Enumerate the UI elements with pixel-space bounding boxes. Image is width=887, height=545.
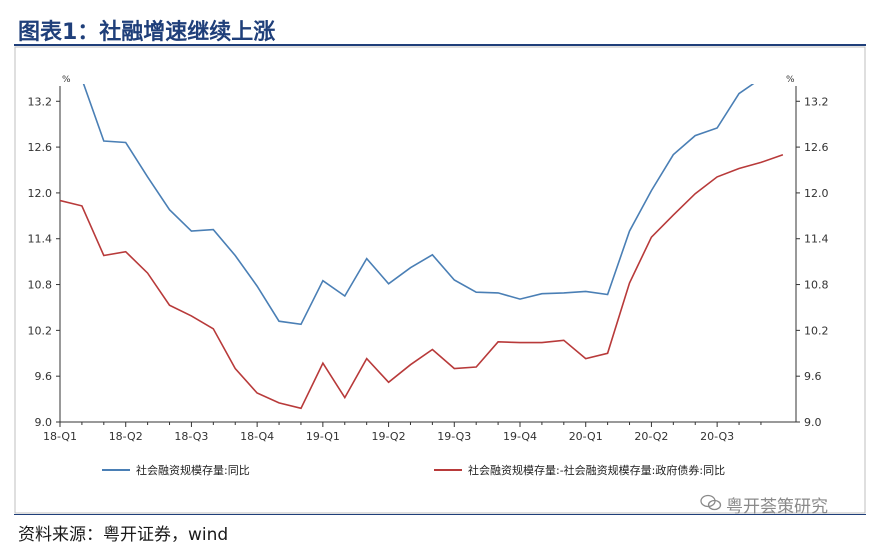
watermark: 粤开荟策研究 [700, 492, 870, 522]
legend-label-2: 社会融资规模存量:-社会融资规模存量:政府债券:同比 [468, 463, 725, 477]
y-tick-label-left: 10.2 [28, 324, 53, 337]
chart-frame: %% 9.0 9.0 9.6 9.6 10.2 10.2 10.8 10.8 11.4 11.4 12… [14, 46, 866, 514]
watermark-text: 粤开荟策研究 [726, 497, 828, 517]
chart-title: 图表1：社融增速继续上涨 [18, 20, 276, 45]
x-tick-label: 20-Q1 [569, 430, 603, 443]
x-tick-label: 20-Q3 [700, 430, 734, 443]
y-tick-label-right: 9.6 [804, 370, 822, 383]
series-line-2 [60, 153, 784, 410]
y-tick-label-left: 13.2 [28, 95, 53, 108]
x-tick-label: 20-Q2 [634, 430, 668, 443]
y-tick-label-left: 9.0 [35, 416, 53, 429]
y-tick-label-left: 9.6 [35, 370, 53, 383]
x-tick-label: 19-Q4 [503, 430, 537, 443]
y-unit-right: % [786, 75, 795, 85]
y-tick-label-left: 12.6 [28, 141, 53, 154]
x-tick-label: 18-Q3 [174, 430, 208, 443]
x-tick-label: 19-Q3 [437, 430, 471, 443]
title-rule [14, 44, 866, 46]
y-tick-label-right: 13.2 [804, 95, 829, 108]
y-tick-label-right: 10.8 [804, 279, 829, 292]
chart-border [14, 46, 866, 514]
legend-label-1: 社会融资规模存量:同比 [136, 463, 250, 477]
y-tick-label-right: 12.6 [804, 141, 829, 154]
x-tick-label: 18-Q2 [109, 430, 143, 443]
wechat-icon [700, 494, 722, 511]
y-tick-label-left: 10.8 [28, 279, 53, 292]
source-rule [14, 514, 866, 515]
x-tick-label: 18-Q1 [43, 430, 77, 443]
y-tick-label-right: 9.0 [804, 416, 822, 429]
x-tick-label: 19-Q1 [306, 430, 340, 443]
x-tick-label: 18-Q4 [240, 430, 274, 443]
source-note: 资料来源：粤开证券，wind [18, 525, 229, 545]
y-tick-label-right: 12.0 [804, 187, 829, 200]
line-chart: % % 9.0 9.0 9.6 9.6 10.2 10.2 10.8 10.8 11.4 11.4 12… [14, 46, 866, 514]
y-tick-label-left: 12.0 [28, 187, 53, 200]
y-tick-label-left: 11.4 [28, 233, 53, 246]
y-unit-left: % [62, 75, 71, 85]
y-tick-label-right: 10.2 [804, 324, 829, 337]
series-line-1 [82, 84, 755, 326]
x-tick-label: 19-Q2 [372, 430, 406, 443]
y-tick-label-right: 11.4 [804, 233, 829, 246]
